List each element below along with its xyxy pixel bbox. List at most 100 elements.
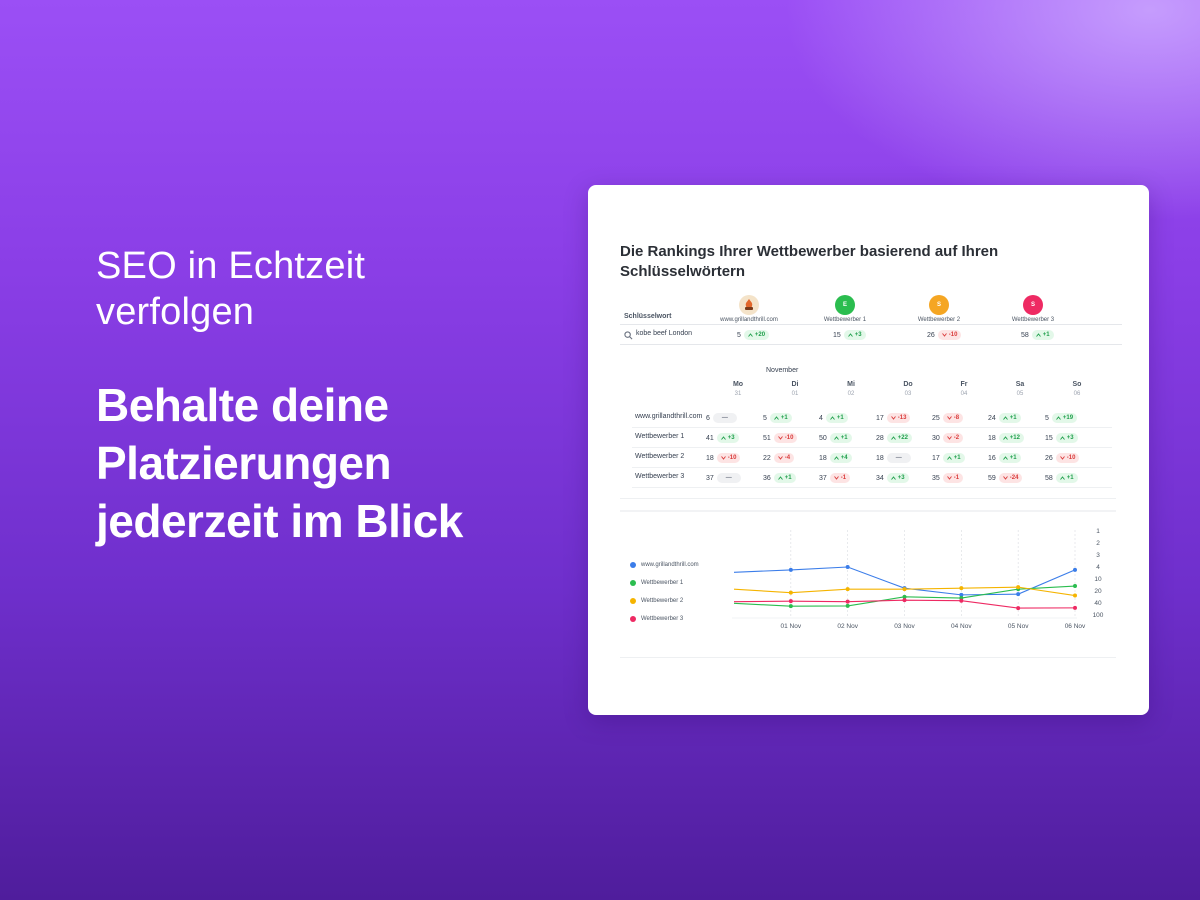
change-value: +20 xyxy=(754,332,766,338)
rank-value: 26 xyxy=(1045,454,1053,462)
data-point xyxy=(845,599,850,604)
rank-value: 30 xyxy=(932,434,940,442)
grid-rank-cell: 34 +3 xyxy=(876,473,909,483)
y-tick-label: 10 xyxy=(1094,576,1102,583)
weekday-label: So xyxy=(1072,381,1082,388)
chevron-up-icon xyxy=(830,416,835,420)
legend-item[interactable]: www.grillandthrill.com xyxy=(630,556,699,574)
change-badge: +3 xyxy=(843,330,866,340)
change-badge: +1 xyxy=(942,453,965,463)
keyword-rank-cell: 5 +20 xyxy=(737,330,770,340)
grid-rank-cell: 15 +3 xyxy=(1045,433,1078,443)
chevron-up-icon xyxy=(847,333,853,337)
grid-row[interactable]: Wettbewerber 3 37 — 36 +1 37 -1 34 +3 35 -1 59 -24 58… xyxy=(632,468,1112,488)
y-tick-label: 100 xyxy=(1093,612,1104,619)
rankings-card: Die Rankings Ihrer Wettbewerber basieren… xyxy=(588,185,1149,715)
grid-rank-cell: 30 -2 xyxy=(932,433,964,443)
change-badge: +1 xyxy=(998,453,1021,463)
change-badge: -1 xyxy=(829,473,851,483)
grid-rank-cell: 22 -4 xyxy=(763,453,795,463)
grid-rank-cell: 24 +1 xyxy=(988,413,1021,423)
grid-rank-cell: 25 -8 xyxy=(932,413,964,423)
grid-row[interactable]: Wettbewerber 2 18 -10 22 -4 18 +4 18 — 17 +1 16 +1 26… xyxy=(632,448,1112,468)
rank-value: 4 xyxy=(819,414,823,422)
change-value: +22 xyxy=(897,435,908,441)
legend-item[interactable]: Wettbewerber 2 xyxy=(630,592,699,610)
legend-item[interactable]: Wettbewerber 3 xyxy=(630,610,699,628)
change-value: -1 xyxy=(840,475,847,481)
change-badge: -10 xyxy=(1055,453,1080,463)
grid-row[interactable]: www.grillandthrill.com 6—5 +1 4 +1 17 -13 25 -8 2… xyxy=(632,408,1112,428)
grid-rank-cell: 18 — xyxy=(876,453,911,463)
x-tick-label: 06 Nov xyxy=(1065,623,1086,630)
legend-dot xyxy=(630,562,636,568)
grid-rank-cell: 50 +1 xyxy=(819,433,852,443)
competitor-header: S Wettbewerber 2 xyxy=(894,295,984,323)
grid-rank-cell: 5 +19 xyxy=(1045,413,1078,423)
data-point xyxy=(902,598,907,603)
data-point xyxy=(1073,605,1077,610)
chevron-up-icon xyxy=(1035,333,1041,337)
rankings-line-chart: 1 2 3 4 10 20 40 100 01 Nov 02 Nov 03 Nov 04 Nov 05 … xyxy=(732,528,1104,630)
keyword-table-header: Schlüsselwort www.grillandthrill.com E Wet… xyxy=(620,295,1122,325)
rank-value: 34 xyxy=(876,474,884,482)
grid-rank-cell: 17 +1 xyxy=(932,453,965,463)
x-tick-label: 01 Nov xyxy=(781,623,802,630)
data-point xyxy=(959,592,964,597)
competitor-avatar: S xyxy=(929,295,949,315)
chevron-up-icon xyxy=(890,476,896,480)
weekday-label: Sa xyxy=(1015,381,1025,388)
grid-rank-cell: 16 +1 xyxy=(988,453,1021,463)
change-value: -10 xyxy=(727,455,737,461)
chevron-down-icon xyxy=(1002,476,1008,480)
grid-rank-cell: 51 -10 xyxy=(763,433,798,443)
competitor-avatar: E xyxy=(835,295,855,315)
change-value: -4 xyxy=(784,455,791,461)
chevron-down-icon xyxy=(720,456,726,460)
keyword-table: Schlüsselwort www.grillandthrill.com E Wet… xyxy=(620,295,1122,345)
chevron-down-icon xyxy=(946,436,952,440)
legend-label: Wettbewerber 1 xyxy=(641,580,684,586)
change-badge: -10 xyxy=(937,330,962,340)
keyword-row[interactable]: kobe beef London 5 +20 15 +3 26 -10 58 +1 xyxy=(620,325,1122,345)
x-tick-label: 03 Nov xyxy=(894,623,915,630)
data-point xyxy=(1016,592,1021,597)
chevron-up-icon xyxy=(833,456,839,460)
data-point xyxy=(1073,584,1077,589)
search-icon xyxy=(624,331,633,340)
rank-value: 25 xyxy=(932,414,940,422)
change-badge: +3 xyxy=(886,473,909,483)
chevron-down-icon xyxy=(890,416,896,420)
day-header: Sa 05 xyxy=(1000,381,1040,397)
day-header: Di 01 xyxy=(775,381,815,397)
change-value: -10 xyxy=(1066,455,1076,461)
data-point xyxy=(845,603,850,608)
chevron-down-icon xyxy=(833,476,839,480)
keyword-text: kobe beef London xyxy=(636,330,693,337)
rankings-chart: www.grillandthrill.com Wettbewerber 1 Wett… xyxy=(620,510,1116,658)
competitor-name: www.grillandthrill.com xyxy=(720,317,778,323)
x-tick-label: 05 Nov xyxy=(1008,623,1029,630)
rank-value: 22 xyxy=(763,454,771,462)
y-tick-label: 2 xyxy=(1096,540,1100,547)
y-tick-label: 20 xyxy=(1094,588,1102,595)
date-label: 02 xyxy=(847,391,855,397)
y-tick-label: 1 xyxy=(1096,528,1100,535)
rank-value: 35 xyxy=(932,474,940,482)
change-badge: -2 xyxy=(942,433,964,443)
change-value: -8 xyxy=(953,415,960,421)
grid-rank-cell: 28 +22 xyxy=(876,433,912,443)
rank-value: 5 xyxy=(737,331,741,339)
rank-value: 18 xyxy=(819,454,827,462)
change-value: -10 xyxy=(784,435,794,441)
grid-row[interactable]: Wettbewerber 1 41 +3 51 -10 50 +1 28 +22 30 -2 18 +1… xyxy=(632,428,1112,448)
change-badge: — xyxy=(716,473,741,483)
grid-row-name: Wettbewerber 3 xyxy=(635,473,685,480)
grid-rank-cell: 6— xyxy=(706,413,737,423)
day-header: So 06 xyxy=(1057,381,1097,397)
rank-value: 58 xyxy=(1045,474,1053,482)
data-point xyxy=(845,587,850,592)
rank-value: 59 xyxy=(988,474,996,482)
change-badge: -13 xyxy=(886,413,911,423)
legend-item[interactable]: Wettbewerber 1 xyxy=(630,574,699,592)
